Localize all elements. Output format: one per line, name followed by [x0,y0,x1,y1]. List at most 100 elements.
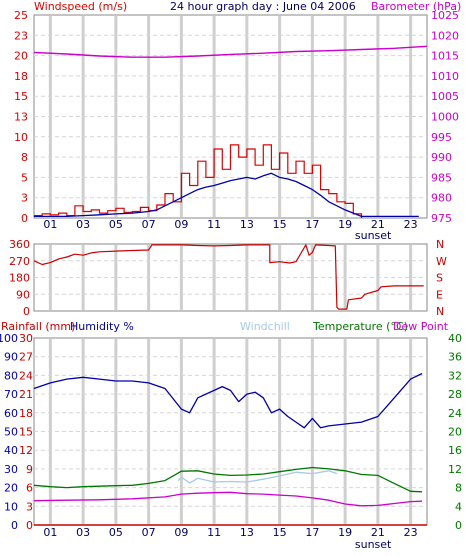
compass-label: N [436,305,444,318]
temperature-tick-label: 16 [448,444,462,457]
temperature-tick-label: 32 [448,369,462,382]
windchill-legend: Windchill [240,320,290,333]
humidity-tick-label: 50 [4,426,18,439]
humidity-tick-label: 90 [4,351,18,364]
barometer-tick-label: 1000 [431,111,459,124]
hour-tick-label: 17 [305,526,319,539]
windspeed-tick-label: 25 [14,9,28,22]
windspeed-tick-label: 3 [21,192,28,205]
rainfall-tick-label: 30 [19,332,33,345]
temperature-tick-label: 36 [448,351,462,364]
hour-tick-label: 05 [109,526,123,539]
hour-tick-label: 09 [174,218,188,231]
humidity-tick-label: 60 [4,407,18,420]
chart-title: 24 hour graph day : June 04 2006 [170,0,356,13]
hour-tick-label: 01 [43,218,57,231]
hour-tick-label: 13 [240,526,254,539]
hour-tick-label: 15 [273,218,287,231]
temperature-tick-label: 4 [455,500,462,513]
temperature-tick-label: 20 [448,426,462,439]
barometer-tick-label: 990 [431,151,452,164]
windspeed-axis-title: Windspeed (m/s) [34,0,127,13]
dewpoint-series [33,491,423,507]
hour-tick-label: 11 [207,526,221,539]
barometer-series [33,45,428,58]
windspeed-tick-label: 18 [14,70,28,83]
humidity-series [33,372,423,429]
hour-tick-label: 13 [240,218,254,231]
humidity-axis-title: Humidity % [70,320,134,333]
direction-tick-label: 0 [23,305,30,318]
humidity-tick-label: 80 [4,369,18,382]
hour-tick-label: 05 [109,218,123,231]
windspeed-tick-label: 8 [21,151,28,164]
hour-tick-label: 07 [142,526,156,539]
temperature-tick-label: 24 [448,407,462,420]
temperature-axis-title: Temperature (°C) [312,320,408,333]
humidity-tick-label: 100 [0,332,18,345]
barometer-tick-label: 1020 [431,29,459,42]
windspeed-tick-label: 13 [14,111,28,124]
hour-tick-label: 19 [338,526,352,539]
dewpoint-legend: Dew Point [393,320,449,333]
barometer-tick-label: 1015 [431,50,459,63]
rainfall-tick-label: 9 [26,463,33,476]
humidity-tick-label: 0 [11,519,18,532]
wind-direction-series [33,244,424,310]
barometer-tick-label: 975 [431,212,452,225]
humidity-tick-label: 10 [4,500,18,513]
compass-label: S [436,272,443,285]
direction-tick-label: 270 [9,255,30,268]
hour-tick-label: 11 [207,218,221,231]
hour-tick-label: 01 [43,526,57,539]
humidity-tick-label: 40 [4,444,18,457]
rainfall-tick-label: 27 [19,351,33,364]
windspeed-tick-label: 5 [21,171,28,184]
temperature-series [33,466,423,493]
windspeed-tick-label: 0 [21,212,28,225]
windspeed-tick-label: 15 [14,90,28,103]
rainfall-tick-label: 15 [19,426,33,439]
hour-tick-label: 07 [142,218,156,231]
compass-label: W [436,255,447,268]
barometer-tick-label: 1005 [431,90,459,103]
hour-tick-label: 23 [404,526,418,539]
hour-tick-label: 23 [404,218,418,231]
windchill-series [177,470,338,484]
compass-label: E [436,288,443,301]
barometer-tick-label: 985 [431,171,452,184]
hour-tick-label: 09 [174,526,188,539]
hour-tick-label: 03 [76,526,90,539]
rainfall-tick-label: 6 [26,482,33,495]
barometer-tick-label: 980 [431,192,452,205]
hour-tick-label: 19 [338,218,352,231]
humidity-tick-label: 30 [4,463,18,476]
hour-tick-label: 15 [273,526,287,539]
barometer-tick-label: 1010 [431,70,459,83]
rainfall-tick-label: 3 [26,500,33,513]
humidity-tick-label: 20 [4,482,18,495]
rainfall-tick-label: 0 [26,519,33,532]
temperature-tick-label: 0 [455,519,462,532]
direction-tick-label: 90 [16,288,30,301]
windspeed-tick-label: 10 [14,131,28,144]
wind-gust-series [34,144,363,218]
temperature-tick-label: 12 [448,463,462,476]
compass-label: N [436,238,444,251]
sunset-marker-label: sunset [355,538,392,551]
barometer-tick-label: 1025 [431,9,459,22]
barometer-axis-title: Barometer (hPa) [371,0,461,13]
sunset-marker-label: sunset [355,229,392,242]
humidity-tick-label: 70 [4,388,18,401]
direction-tick-label: 360 [9,238,30,251]
temperature-tick-label: 8 [455,482,462,495]
rainfall-tick-label: 24 [19,369,33,382]
hour-tick-label: 17 [305,218,319,231]
direction-tick-label: 180 [9,272,30,285]
windspeed-tick-label: 20 [14,50,28,63]
temperature-tick-label: 28 [448,388,462,401]
temperature-tick-label: 40 [448,332,462,345]
hour-tick-label: 03 [76,218,90,231]
windspeed-tick-label: 23 [14,29,28,42]
